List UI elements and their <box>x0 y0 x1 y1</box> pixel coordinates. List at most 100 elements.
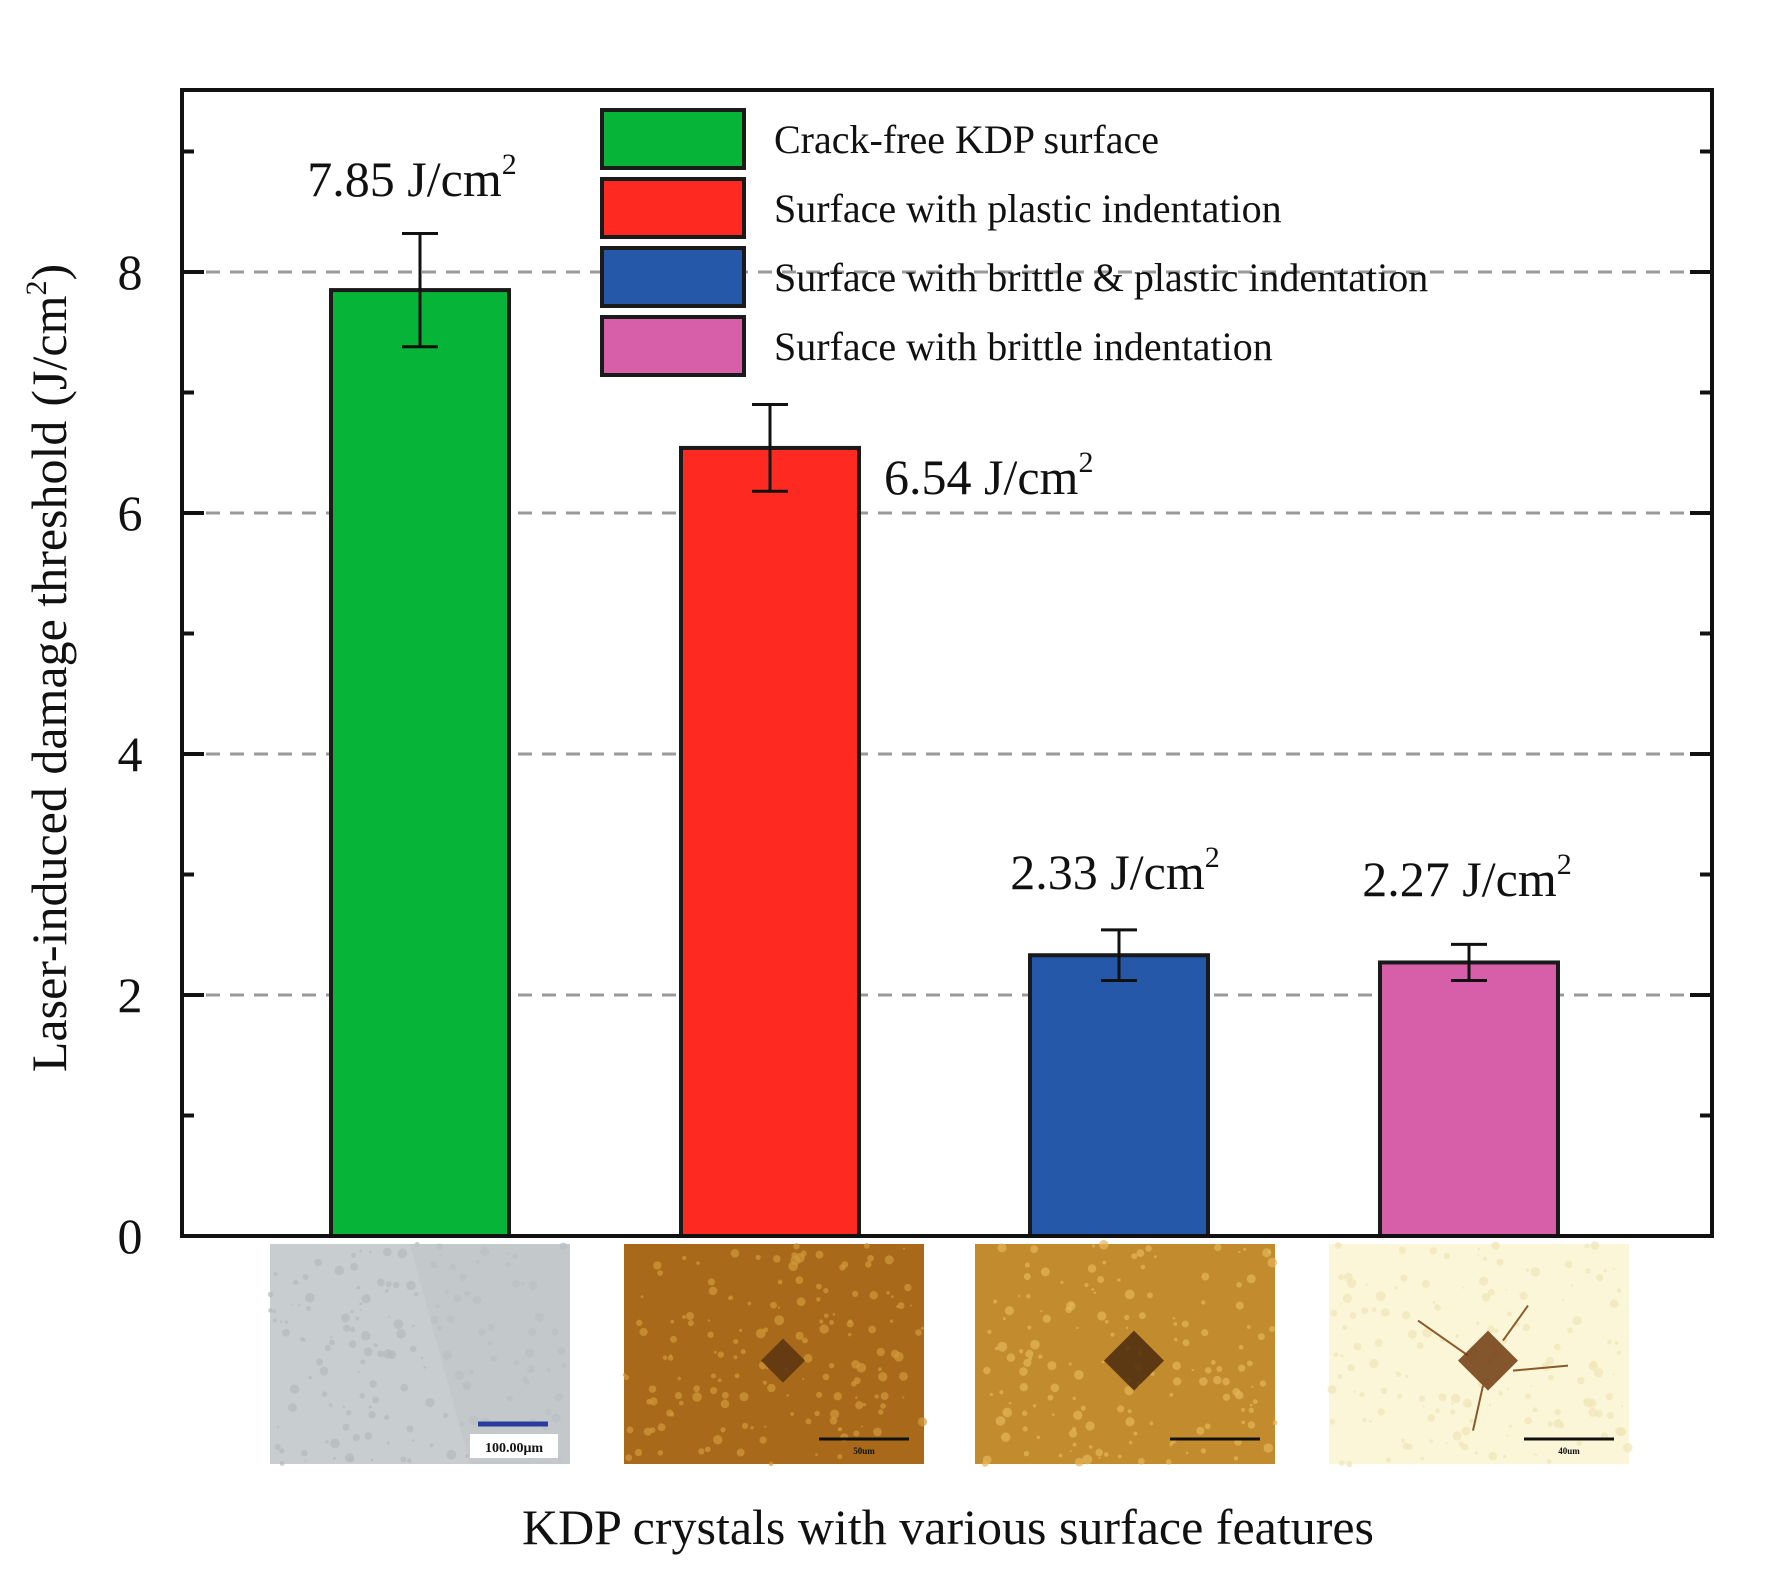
micrograph-texture <box>1269 1325 1276 1332</box>
micrograph-texture <box>1082 1454 1093 1465</box>
micrograph-texture <box>1554 1409 1561 1416</box>
indentation-mark <box>1458 1330 1518 1391</box>
legend-label: Crack-free KDP surface <box>774 117 1159 162</box>
micrograph-texture <box>893 1351 904 1362</box>
micrograph-texture <box>348 1340 357 1348</box>
micrograph-texture <box>1572 1316 1582 1326</box>
micrograph-texture <box>1557 1419 1560 1422</box>
micrograph-texture <box>1022 1410 1028 1416</box>
micrograph-texture <box>425 1397 435 1408</box>
micrograph-crack <box>1417 1305 1569 1431</box>
micrograph-texture <box>884 1255 894 1265</box>
micrograph-texture <box>1125 1417 1135 1427</box>
micrograph-texture <box>1369 1358 1379 1369</box>
micrograph-texture <box>1400 1274 1408 1282</box>
micrograph-texture <box>657 1450 664 1456</box>
micrograph-texture <box>1616 1350 1622 1355</box>
micrograph-texture <box>1238 1344 1244 1350</box>
micrograph-texture <box>1333 1352 1339 1357</box>
micrograph-texture <box>878 1409 884 1415</box>
micrograph-texture <box>805 1418 812 1425</box>
micrograph-texture <box>1377 1408 1385 1416</box>
micrograph-texture <box>400 1456 407 1463</box>
micrograph-texture <box>983 1366 991 1375</box>
micrograph-texture <box>1185 1451 1189 1455</box>
micrograph-texture <box>1407 1329 1417 1339</box>
micrograph-texture <box>324 1344 331 1351</box>
micrograph-texture <box>1047 1394 1054 1401</box>
micrograph-texture <box>814 1410 820 1417</box>
micrograph-texture <box>308 1375 312 1380</box>
micrograph-texture <box>372 1396 379 1404</box>
micrograph-texture <box>823 1287 829 1294</box>
micrograph-texture <box>1347 1364 1355 1372</box>
micrograph-texture <box>1588 1408 1598 1418</box>
micrograph-texture <box>816 1297 821 1302</box>
micrograph-texture <box>640 1295 644 1299</box>
micrograph-texture <box>1201 1328 1209 1337</box>
micrograph-texture <box>1098 1456 1101 1459</box>
micrograph-texture <box>762 1380 767 1385</box>
micrograph-texture <box>1267 1250 1272 1254</box>
micrograph: 50um <box>622 1243 928 1467</box>
micrograph-texture <box>682 1314 686 1319</box>
micrograph-texture <box>713 1435 723 1445</box>
micrograph-texture <box>1030 1339 1040 1350</box>
micrograph-texture <box>649 1397 658 1406</box>
micrograph-texture <box>682 1255 687 1261</box>
micrograph-texture <box>1246 1274 1256 1284</box>
micrograph-texture <box>853 1430 860 1437</box>
micrograph-texture <box>282 1328 290 1337</box>
micrograph-texture <box>873 1427 882 1437</box>
indentation-mark <box>761 1338 805 1383</box>
micrograph-texture <box>795 1276 804 1285</box>
micrograph-texture <box>852 1290 859 1297</box>
micrograph-texture <box>1443 1252 1451 1260</box>
value-labels: 7.85 J/cm2 6.54 J/cm2 2.33 J/cm2 2.27 J/cm2 <box>307 148 1571 907</box>
micrograph-texture <box>1247 1421 1256 1429</box>
micrograph-texture <box>829 1320 835 1325</box>
micrograph-texture <box>698 1448 705 1455</box>
micrograph-texture <box>1483 1256 1488 1261</box>
bar <box>1028 953 1210 1238</box>
micrograph-texture <box>1257 1333 1265 1341</box>
micrograph-texture <box>1243 1247 1247 1251</box>
micrograph-texture <box>1461 1426 1471 1436</box>
micrograph-texture <box>1136 1249 1145 1257</box>
micrograph-texture <box>790 1255 801 1266</box>
micrograph-texture <box>707 1319 711 1322</box>
micrograph-texture <box>1204 1423 1211 1430</box>
micrograph-texture <box>1353 1342 1362 1351</box>
micrograph-texture <box>329 1336 333 1339</box>
micrograph-texture <box>1060 1280 1064 1284</box>
micrograph-texture <box>1008 1401 1012 1405</box>
scale-bar-label: 50um <box>853 1446 875 1456</box>
micrograph-texture <box>862 1402 867 1407</box>
micrograph-texture <box>1508 1424 1513 1428</box>
micrograph-texture <box>363 1347 373 1357</box>
micrograph-texture <box>832 1313 836 1316</box>
micrograph-texture <box>720 1399 730 1409</box>
micrograph-texture <box>420 1356 424 1360</box>
legend-label: Surface with plastic indentation <box>774 186 1282 231</box>
micrograph-texture <box>1452 1431 1462 1441</box>
micrograph-texture <box>1042 1314 1051 1323</box>
micrograph-texture <box>1222 1377 1230 1386</box>
micrograph-texture <box>1117 1405 1125 1413</box>
micrograph-texture <box>1609 1299 1619 1309</box>
micrograph-texture <box>274 1443 281 1451</box>
micrograph-texture <box>802 1377 805 1380</box>
micrograph-texture <box>685 1312 695 1321</box>
micrograph-texture <box>1481 1292 1491 1302</box>
micrograph-texture <box>1519 1291 1528 1300</box>
micrograph-texture <box>889 1319 894 1323</box>
micrograph-texture <box>1137 1457 1145 1465</box>
legend-swatch <box>600 315 746 377</box>
micrograph-texture <box>1196 1426 1205 1435</box>
micrograph-texture <box>1530 1267 1540 1277</box>
micrograph-texture <box>720 1427 726 1433</box>
micrograph-texture <box>1474 1451 1478 1455</box>
micrograph-texture <box>1233 1456 1239 1461</box>
micrograph-texture <box>299 1337 305 1342</box>
micrograph-texture <box>1201 1272 1210 1281</box>
